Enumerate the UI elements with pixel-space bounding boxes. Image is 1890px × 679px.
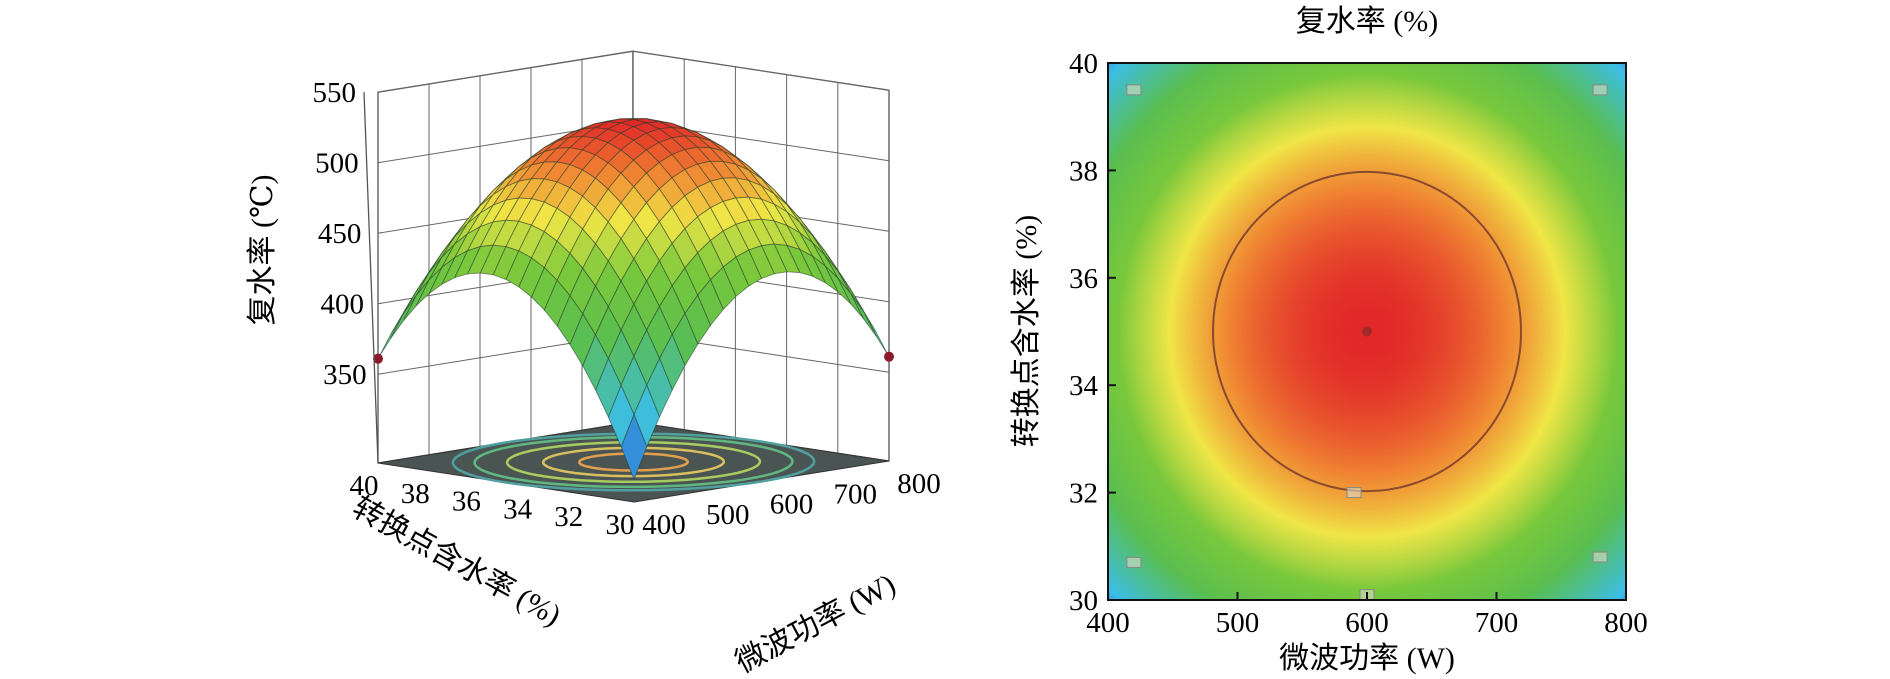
x-tick-label: 800 xyxy=(897,468,941,500)
corner-point xyxy=(884,351,894,362)
z-tick-label: 350 xyxy=(323,359,367,391)
surface-plot-3d: 350 400 450 500 550 30 32 34 36 38 40 400 500 600 700 8… xyxy=(246,50,941,679)
z-tick-label: 550 xyxy=(313,77,357,109)
y-tick-label: 34 xyxy=(503,493,533,525)
axis-ticks: 350 400 450 500 550 30 32 34 36 38 40 400 500 600 700 8… xyxy=(313,77,941,541)
y-tick-label: 38 xyxy=(401,478,430,510)
y-tick-label: 30 xyxy=(1069,585,1098,617)
floor-contour xyxy=(505,440,762,484)
floor-contour xyxy=(451,432,816,492)
x-tick-label: 800 xyxy=(1604,607,1648,639)
z-tick-label: 400 xyxy=(320,289,364,321)
corner-points xyxy=(373,351,894,364)
surface-cell xyxy=(620,413,648,481)
y-tick-label: 34 xyxy=(1069,370,1099,402)
corner-point xyxy=(373,353,383,364)
x-tick-label: 700 xyxy=(1475,607,1519,639)
y-tick-label: 30 xyxy=(606,509,635,541)
y-tick-label: 38 xyxy=(1069,155,1098,187)
floor-contour xyxy=(541,446,726,478)
y-tick-label: 40 xyxy=(350,470,379,502)
x-tick-label: 600 xyxy=(1345,607,1389,639)
wall-gridline xyxy=(377,50,890,93)
y-axis-label-2d: 转换点含水率 (%) xyxy=(1010,215,1043,447)
x-tick-label: 700 xyxy=(834,478,878,510)
chart-title: 复水率 (%) xyxy=(1296,5,1438,38)
y-tick-label: 40 xyxy=(1069,48,1098,80)
heatmap-canvas xyxy=(1108,63,1626,600)
x-tick-label: 500 xyxy=(1216,607,1260,639)
x-axis-label: 微波功率 (W) xyxy=(730,568,901,679)
floor-contour xyxy=(473,435,794,489)
y-tick-label: 32 xyxy=(1069,478,1098,510)
y-tick-label: 32 xyxy=(554,501,583,533)
y-tick-label: 36 xyxy=(1069,263,1098,295)
z-tick-label: 500 xyxy=(315,148,359,180)
z-axis-line xyxy=(363,92,379,464)
floor-contour xyxy=(578,452,689,472)
y-tick-label: 36 xyxy=(452,486,481,518)
x-tick-label: 400 xyxy=(642,509,686,541)
x-tick-label: 400 xyxy=(1086,607,1130,639)
z-tick-label: 450 xyxy=(318,218,362,250)
x-axis-label-2d: 微波功率 (W) xyxy=(1279,642,1455,675)
z-axis-label: 复水率 (℃) xyxy=(246,174,279,325)
response-surface xyxy=(377,118,890,481)
x-tick-label: 500 xyxy=(706,499,750,531)
x-tick-label: 600 xyxy=(770,489,814,521)
